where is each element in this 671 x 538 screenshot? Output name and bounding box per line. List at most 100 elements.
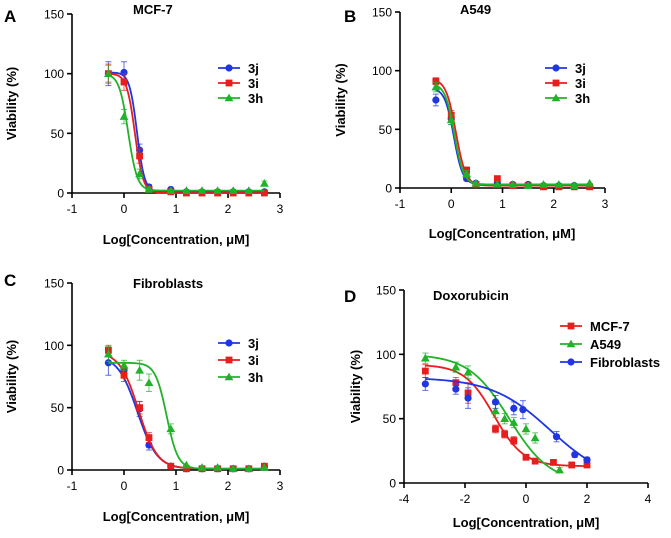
x-tick-label: 4 [645,492,652,506]
x-tick-label: -1 [67,202,78,216]
legend-label: 3j [248,336,259,351]
panel-title-a: MCF-7 [133,2,173,17]
data-point [197,463,207,471]
data-point [136,404,143,412]
legend-label: 3j [575,61,586,76]
data-point [135,365,144,374]
data-point [166,424,176,433]
x-axis-label-b: Log[Concentration, μM] [429,226,576,241]
legend-d: MCF-7 A549 Fibroblasts [560,319,660,370]
data-point [119,112,129,120]
y-tick-label: 0 [57,187,64,201]
legend-label: 3h [248,370,263,385]
data-point [555,465,564,474]
data-point [571,451,579,459]
data-point [493,175,501,183]
y-tick-label: 100 [376,348,396,362]
panel-letter-c: C [4,271,16,290]
data-point [120,68,128,77]
legend-marker [551,93,561,102]
y-tick-label: 0 [389,477,396,491]
data-point [491,398,500,406]
data-point [585,178,595,187]
data-point [182,460,191,469]
y-axis-label-b: Viability (%) [333,63,348,136]
panel-title-c: Fibroblasts [133,276,203,291]
data-point [119,360,129,369]
data-point [583,461,591,469]
y-tick-label: 150 [44,8,64,22]
legend-marker [225,339,233,347]
data-point [197,186,207,194]
data-point [167,462,175,470]
legend-marker [566,339,576,348]
data-point [421,367,429,375]
y-tick-label: 100 [44,67,64,81]
legend-label: A549 [590,337,621,352]
data-point [261,189,268,197]
x-tick-label: 0 [523,492,530,506]
data-point [228,186,238,194]
data-point [530,433,540,442]
legend-marker [552,64,560,72]
panel-letter-b: B [344,7,356,26]
data-point [492,180,502,188]
fit-curve [107,355,265,470]
legend-label: 3j [248,61,259,76]
y-tick-label: 150 [376,284,396,298]
data-point [552,433,561,441]
data-point [510,437,518,444]
fit-curve [435,84,590,186]
series-c-3j [104,349,268,473]
data-point [420,353,430,362]
data-point [145,434,153,441]
x-tick-label: 3 [602,197,609,211]
x-tick-label: 1 [499,197,506,211]
panel-title-b: A549 [460,2,491,17]
fit-curve [435,79,590,187]
x-tick-label: 3 [277,479,284,493]
y-axis-label-d: Viability (%) [348,350,363,423]
panel-letter-d: D [344,287,356,306]
fit-curve [108,72,265,194]
x-tick-label: -1 [67,479,78,493]
y-tick-label: 50 [379,123,393,137]
x-tick-label: 0 [448,197,455,211]
data-point [519,406,527,414]
x-tick-label: -1 [395,197,406,211]
data-point [228,464,238,473]
x-tick-label: 1 [173,479,180,493]
data-point [451,362,461,371]
fit-curve [108,361,265,470]
legend-label: 3i [248,76,259,91]
data-point [452,379,460,387]
y-axis-label-c: Viability (%) [4,340,19,413]
data-point [500,414,510,422]
legend-marker [225,64,233,72]
data-point [471,178,481,187]
data-point [452,385,460,393]
data-point [136,152,143,160]
data-point [501,430,509,438]
data-point [421,380,429,388]
data-point [550,459,557,466]
y-tick-label: 0 [385,182,392,196]
x-tick-label: -4 [399,492,410,506]
data-point [462,169,472,178]
data-point [539,180,548,188]
x-tick-label: 2 [225,202,232,216]
data-point [120,78,128,86]
data-point [568,461,576,469]
data-point [509,418,519,426]
data-point [583,456,591,464]
x-tick-label: 0 [121,202,128,216]
y-tick-label: 150 [44,277,64,291]
x-tick-label: 2 [225,479,232,493]
y-tick-label: 100 [44,339,64,353]
